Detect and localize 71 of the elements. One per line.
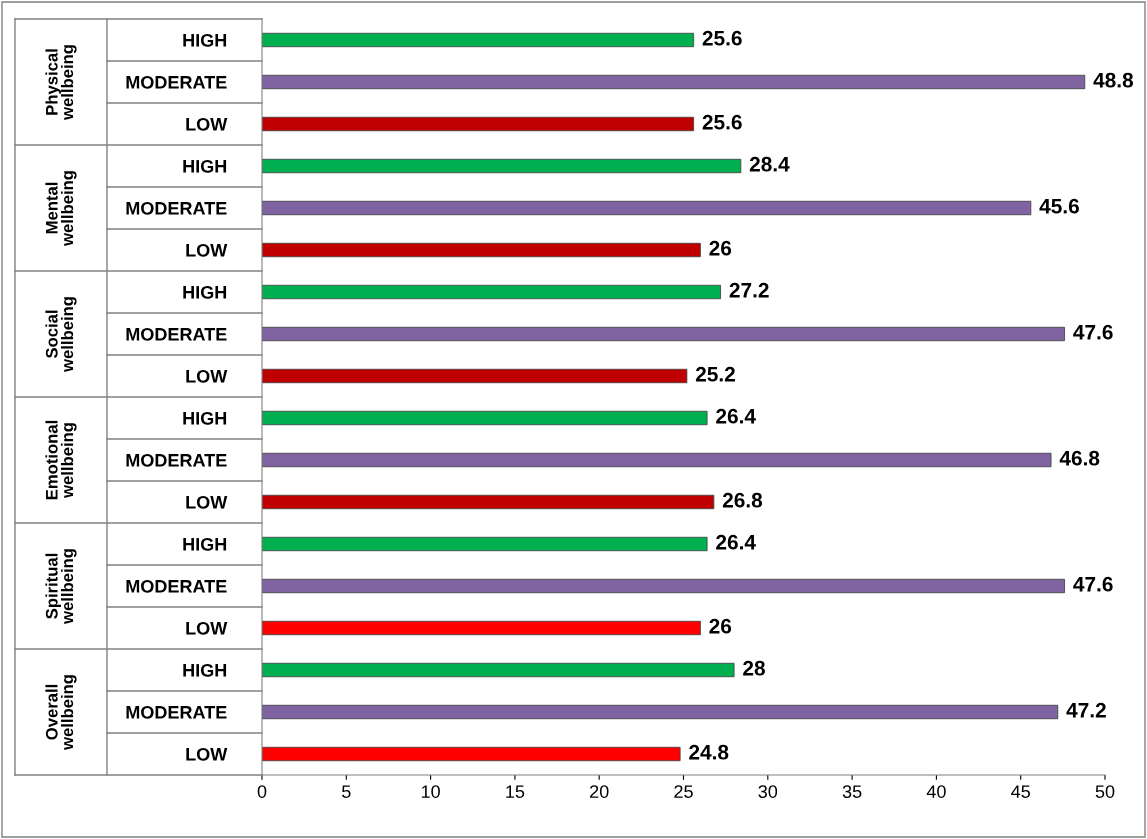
x-tick-label: 15 xyxy=(506,785,525,798)
y-tick-label: MODERATE xyxy=(126,453,227,467)
bar xyxy=(262,32,695,48)
text: Physical wellbeing xyxy=(45,45,77,121)
bar xyxy=(262,368,688,384)
y-tick-label: HIGH xyxy=(183,159,227,173)
data-label: 26.4 xyxy=(716,408,756,424)
data-label: 26 xyxy=(709,618,732,634)
text: Spiritual wellbeing xyxy=(45,549,77,625)
data-label: 26 xyxy=(709,240,732,256)
bar xyxy=(262,158,742,174)
x-tick-label: 20 xyxy=(590,785,609,798)
data-label: 47.2 xyxy=(1066,702,1106,718)
y-tick-label: MODERATE xyxy=(126,579,227,593)
y-tick-label: HIGH xyxy=(183,663,227,677)
y-tick-label: LOW xyxy=(186,621,228,635)
y-tick-label: LOW xyxy=(186,117,228,131)
bar xyxy=(262,284,722,300)
bar xyxy=(262,326,1065,342)
y-tick-label: MODERATE xyxy=(126,327,227,341)
y-tick-label: HIGH xyxy=(183,285,227,299)
x-tick-label: 0 xyxy=(257,785,267,798)
x-tick-label: 5 xyxy=(342,785,351,798)
y-tick-label: MODERATE xyxy=(126,201,227,215)
data-label: 27.2 xyxy=(729,282,769,298)
data-label: 46.8 xyxy=(1059,450,1100,466)
data-label: 48.8 xyxy=(1093,72,1134,88)
y-tick-label: MODERATE xyxy=(126,75,227,89)
bar xyxy=(262,452,1052,468)
y-tick-label: LOW xyxy=(186,243,228,257)
data-label: 47.6 xyxy=(1073,576,1113,592)
data-label: 25.2 xyxy=(695,366,735,382)
x-tick-label: 25 xyxy=(674,785,693,798)
text: Social wellbeing xyxy=(45,297,77,373)
x-tick-label: 35 xyxy=(842,785,862,798)
bar xyxy=(262,578,1065,594)
data-label: 26.8 xyxy=(722,492,763,508)
bar xyxy=(262,704,1059,720)
data-label: 24.8 xyxy=(689,744,729,760)
data-label: 45.6 xyxy=(1039,198,1079,214)
x-tick-label: 30 xyxy=(758,785,778,798)
data-label: 25.6 xyxy=(702,30,742,46)
bar xyxy=(262,620,701,636)
data-label: 25.6 xyxy=(702,114,742,130)
data-label: 47.6 xyxy=(1073,324,1113,340)
y-tick-label: MODERATE xyxy=(126,705,227,719)
bar xyxy=(262,200,1032,216)
bar xyxy=(262,746,681,762)
x-tick-label: 50 xyxy=(1095,785,1115,798)
bar xyxy=(262,74,1086,90)
text: Mental wellbeing xyxy=(45,171,77,247)
y-tick-label: HIGH xyxy=(183,411,227,425)
bar xyxy=(262,116,695,132)
bar xyxy=(262,494,715,510)
y-tick-label: HIGH xyxy=(183,33,227,47)
y-tick-label: LOW xyxy=(186,369,228,383)
bar xyxy=(262,662,735,678)
data-label: 28.4 xyxy=(749,156,790,172)
text: Emotional wellbeing xyxy=(45,420,77,500)
x-tick-label: 40 xyxy=(926,785,946,798)
bar xyxy=(262,410,708,426)
bar xyxy=(262,242,701,258)
y-tick-label: LOW xyxy=(186,747,228,761)
text: Overall wellbeing xyxy=(45,675,77,751)
x-tick-label: 10 xyxy=(421,785,440,798)
y-tick-label: HIGH xyxy=(183,537,227,551)
bar xyxy=(262,536,708,552)
data-label: 28 xyxy=(743,660,765,676)
y-tick-label: LOW xyxy=(186,495,228,509)
data-label: 26.4 xyxy=(716,534,756,550)
x-tick-label: 45 xyxy=(1011,785,1030,798)
